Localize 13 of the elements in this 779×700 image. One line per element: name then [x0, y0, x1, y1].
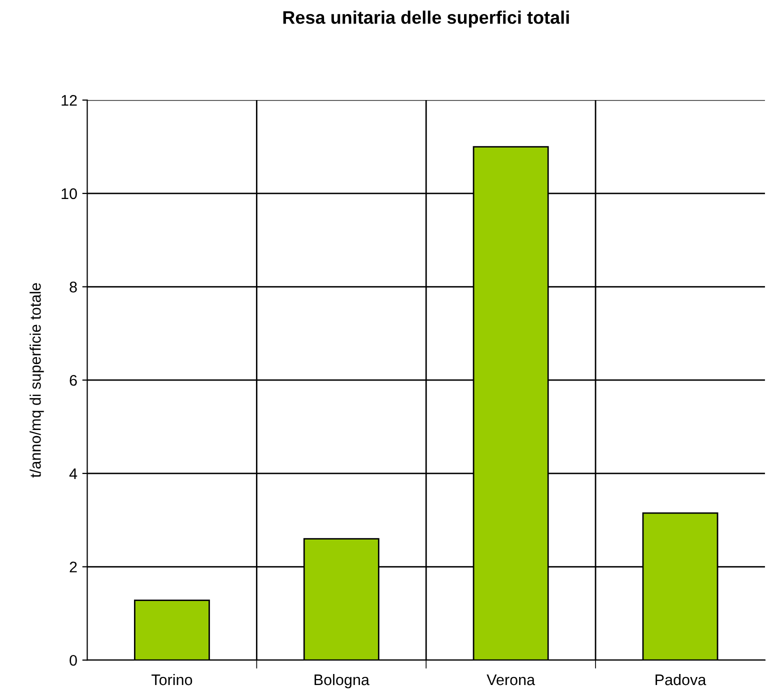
- chart-title: Resa unitaria delle superfici totali: [283, 10, 569, 28]
- y-tick-label: 4: [69, 468, 78, 479]
- y-tick-label: 8: [70, 282, 77, 292]
- x-tick-label: Torino: [152, 674, 192, 686]
- y-tick-label: 12: [62, 94, 77, 106]
- y-tick-label: 10: [62, 188, 77, 200]
- y-tick-label: 6: [70, 374, 77, 386]
- x-tick-label: Bologna: [314, 674, 370, 688]
- y-tick-label: 0: [70, 654, 77, 666]
- x-tick-label: Padova: [656, 674, 706, 686]
- y-axis-title: t/anno/mq di superficie totale: [30, 283, 44, 478]
- x-tick-label: Verona: [486, 674, 536, 686]
- y-tick-label: 2: [70, 562, 77, 572]
